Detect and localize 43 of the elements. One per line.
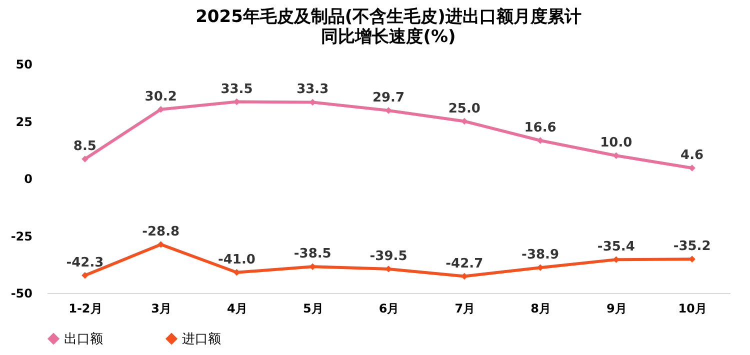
data-label: -42.7 bbox=[446, 256, 484, 272]
y-tick-label: 25 bbox=[16, 114, 32, 129]
legend-label: 进口额 bbox=[182, 332, 221, 347]
data-label: 8.5 bbox=[73, 139, 96, 154]
y-tick-label: 50 bbox=[16, 58, 32, 72]
y-tick-label: -25 bbox=[10, 229, 32, 244]
x-tick-label: 3月 bbox=[151, 302, 172, 316]
data-label: 33.5 bbox=[220, 82, 253, 97]
data-label: 25.0 bbox=[448, 101, 480, 116]
x-tick-label: 6月 bbox=[378, 302, 400, 316]
data-label: 33.3 bbox=[296, 82, 329, 98]
data-label: -35.4 bbox=[597, 240, 635, 255]
point bbox=[688, 164, 696, 172]
y-tick-label: 0 bbox=[24, 172, 32, 186]
data-label: 4.6 bbox=[680, 148, 704, 163]
x-tick-label: 9月 bbox=[606, 302, 627, 316]
legend-label: 出口额 bbox=[64, 332, 103, 347]
data-label: 29.7 bbox=[372, 90, 405, 106]
data-label: -35.2 bbox=[673, 239, 711, 254]
x-tick-label: 7月 bbox=[454, 302, 476, 316]
x-tick-label: 5月 bbox=[302, 302, 324, 316]
data-label: 10.0 bbox=[600, 136, 632, 151]
x-tick-label: 10月 bbox=[678, 302, 707, 316]
point bbox=[82, 272, 88, 279]
chart-title: 2025年毛皮及制品(不含生毛皮)进出口额月度累计 bbox=[196, 7, 582, 27]
data-label: -38.5 bbox=[294, 246, 332, 262]
point bbox=[385, 107, 392, 114]
data-label: -38.9 bbox=[522, 248, 560, 263]
x-tick-label: 4月 bbox=[227, 302, 248, 316]
data-label: -39.5 bbox=[370, 248, 408, 264]
data-label: 16.6 bbox=[524, 120, 556, 136]
chart-subtitle: 同比增长速度(%) bbox=[321, 27, 456, 47]
point bbox=[461, 118, 468, 125]
data-label: -41.0 bbox=[218, 252, 256, 268]
point bbox=[157, 241, 164, 248]
point bbox=[385, 266, 392, 272]
point bbox=[82, 156, 88, 162]
y-tick-label: -50 bbox=[10, 286, 32, 300]
data-label: -42.3 bbox=[66, 255, 104, 270]
data-label: -28.8 bbox=[142, 224, 180, 240]
x-tick-label: 1-2月 bbox=[68, 302, 102, 316]
x-tick-label: 8月 bbox=[530, 302, 551, 316]
data-label: 30.2 bbox=[144, 89, 177, 104]
